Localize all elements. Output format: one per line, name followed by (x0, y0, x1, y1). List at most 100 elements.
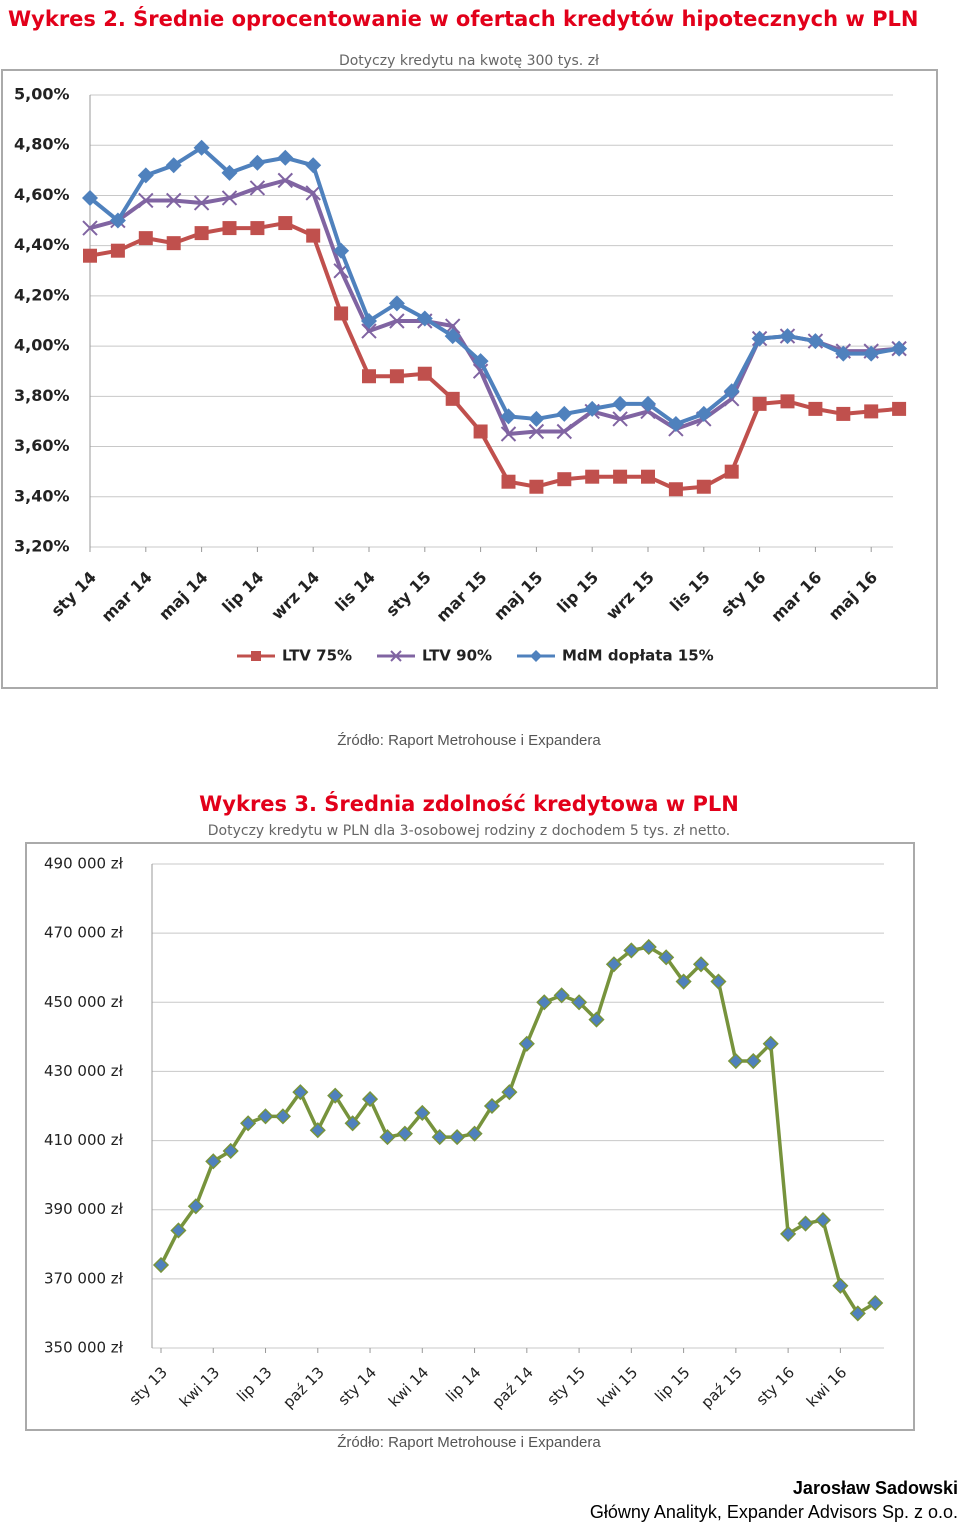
marker (553, 987, 570, 1004)
marker (585, 469, 600, 484)
marker (444, 318, 461, 334)
marker (240, 1115, 257, 1132)
y-tick-label: 3,80% (14, 386, 70, 405)
marker (584, 400, 601, 417)
marker (501, 474, 516, 489)
marker (640, 395, 656, 412)
marker (187, 1198, 204, 1215)
marker (556, 405, 573, 422)
marker (696, 479, 711, 494)
marker (138, 231, 153, 246)
marker (779, 328, 796, 345)
marker (483, 1097, 501, 1115)
marker (389, 369, 404, 384)
y-tick-label: 3,60% (14, 436, 70, 455)
marker (416, 310, 433, 327)
y-tick-label: 4,00% (14, 336, 70, 355)
legend-label: MdM dopłata 15% (562, 647, 714, 665)
marker (277, 172, 294, 189)
marker (473, 424, 488, 439)
y-tick-label: 350 000 zł (44, 1339, 124, 1357)
marker (361, 313, 377, 329)
marker (388, 295, 405, 312)
marker (745, 1052, 762, 1070)
marker (257, 1108, 274, 1125)
author-name: Jarosław Sadowski (793, 1478, 958, 1498)
y-tick-label: 4,20% (14, 285, 70, 304)
marker (165, 157, 182, 174)
marker (361, 1091, 379, 1108)
y-tick-label: 410 000 zł (44, 1131, 124, 1149)
marker (334, 306, 349, 321)
marker (588, 1011, 605, 1028)
marker (892, 401, 907, 416)
marker (170, 1222, 187, 1239)
marker (641, 469, 655, 484)
legend-marker (390, 650, 402, 662)
author-role: Główny Analityk, Expander Advisors Sp. z… (590, 1502, 958, 1522)
marker (807, 333, 824, 350)
marker (305, 185, 321, 201)
marker (344, 1115, 361, 1132)
marker (396, 1125, 413, 1142)
marker (277, 149, 294, 166)
marker (222, 1142, 239, 1160)
marker (724, 464, 739, 479)
y-tick-label: 370 000 zł (44, 1269, 124, 1287)
marker (528, 423, 545, 440)
marker (306, 228, 321, 243)
marker (780, 394, 795, 409)
marker (137, 167, 154, 184)
marker (327, 1087, 344, 1104)
marker (152, 1256, 170, 1274)
marker (529, 479, 544, 494)
series (83, 216, 907, 497)
marker (444, 328, 461, 345)
marker (612, 395, 629, 412)
marker (814, 1212, 832, 1229)
marker (466, 1125, 483, 1142)
marker (449, 1129, 466, 1146)
marker (528, 410, 545, 427)
y-tick-label: 3,40% (14, 486, 70, 505)
series (82, 139, 908, 432)
marker (333, 242, 350, 259)
y-tick-label: 4,40% (14, 235, 70, 254)
chart-title: Wykres 2. Średnie oprocentowanie w ofert… (8, 6, 918, 31)
marker (723, 383, 740, 400)
marker (362, 369, 376, 384)
y-tick-label: 4,60% (14, 185, 70, 204)
marker (249, 154, 266, 171)
marker (675, 973, 692, 990)
y-tick-label: 5,00% (14, 85, 70, 104)
marker (557, 472, 572, 487)
chart-subtitle: Dotyczy kredytu na kwotę 300 tys. zł (339, 53, 599, 69)
series (152, 938, 884, 1322)
legend-label: LTV 90% (422, 647, 492, 665)
marker (864, 404, 879, 419)
marker (623, 942, 640, 959)
marker (82, 189, 98, 206)
marker (501, 1084, 518, 1101)
marker (250, 221, 265, 236)
y-tick-label: 3,20% (14, 537, 70, 556)
marker (667, 415, 684, 432)
source: Źródło: Raport Metrohouse i Expandera (337, 732, 601, 749)
marker (221, 190, 238, 206)
y-tick-label: 490 000 zł (44, 855, 124, 873)
marker (556, 423, 573, 440)
marker (194, 226, 209, 241)
marker (361, 323, 377, 339)
marker (762, 1035, 779, 1052)
marker (305, 157, 322, 174)
marker (536, 994, 553, 1011)
marker (613, 469, 628, 484)
marker (692, 956, 710, 973)
source: Źródło: Raport Metrohouse i Expandera (337, 1434, 601, 1451)
marker (751, 330, 768, 347)
marker (414, 1104, 431, 1121)
marker (668, 482, 683, 497)
marker (752, 396, 767, 411)
marker (710, 973, 727, 990)
